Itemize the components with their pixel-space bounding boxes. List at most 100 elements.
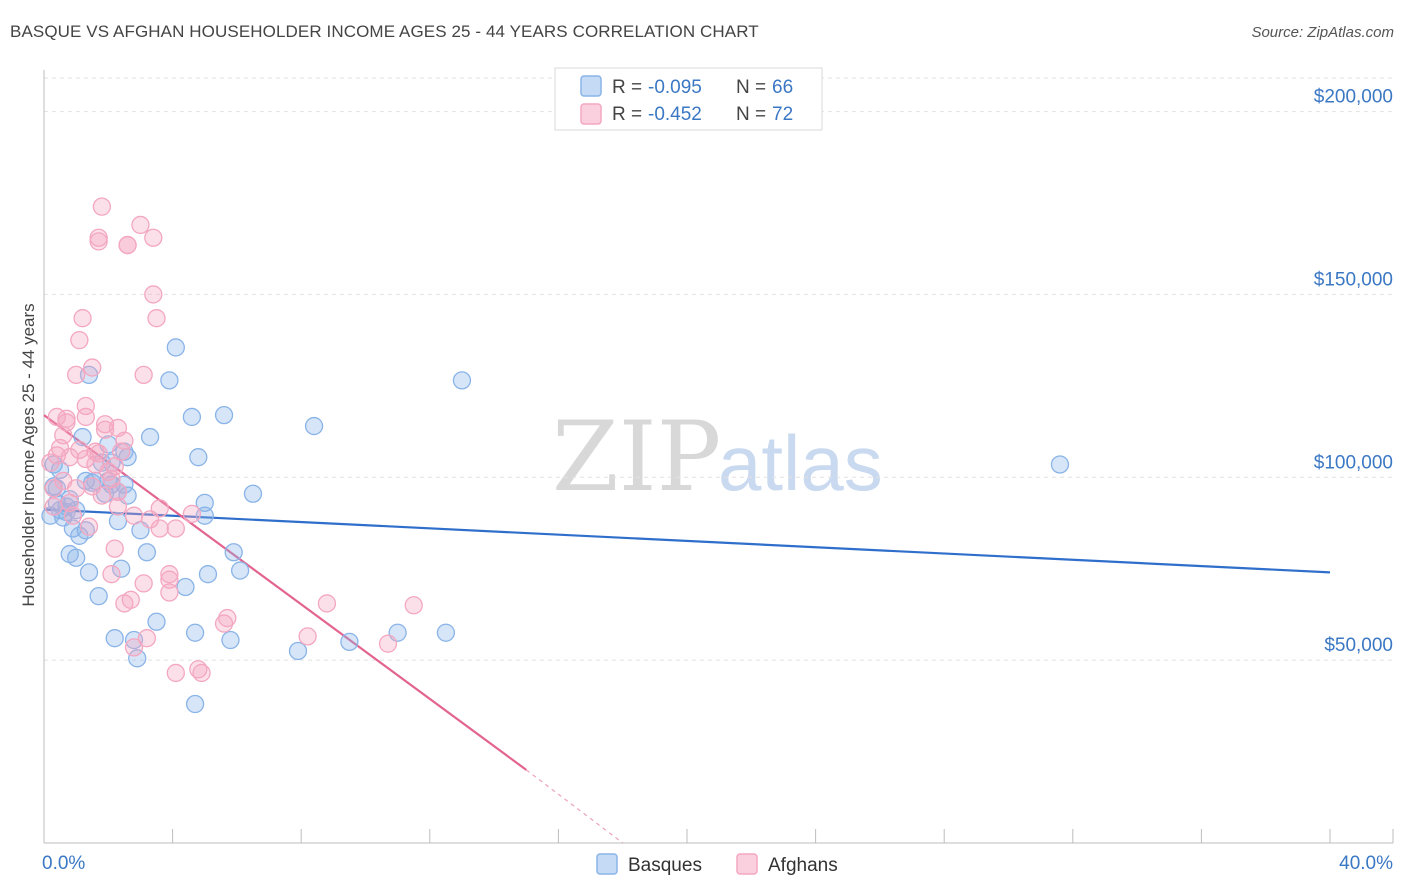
afghans-point <box>160 570 179 589</box>
afghans-point <box>150 519 169 538</box>
afghans-point <box>67 365 86 385</box>
basques-point <box>108 512 128 531</box>
afghans-point <box>70 440 89 460</box>
afghans-point <box>124 638 144 657</box>
basques-point <box>182 407 202 427</box>
basques-point <box>195 493 214 513</box>
afghans-point <box>218 608 237 628</box>
basques-point <box>176 577 195 597</box>
basques-point <box>140 427 160 447</box>
basques-point <box>128 649 147 668</box>
afghans-point <box>131 215 150 235</box>
basques-point <box>288 641 308 661</box>
basques-point <box>89 586 108 606</box>
afghans-point <box>144 285 163 304</box>
basques-point <box>67 501 86 520</box>
afghans-point <box>112 442 131 461</box>
afghans-point <box>118 235 137 255</box>
afghans-point <box>63 506 83 525</box>
afghans-point <box>92 486 112 505</box>
afghans-point <box>317 594 337 613</box>
afghans-point <box>166 663 185 683</box>
afghans-point <box>298 627 317 646</box>
basques-point <box>166 338 185 357</box>
afghans-point <box>115 431 134 450</box>
basques-point <box>340 632 359 652</box>
afghans-point <box>134 365 153 385</box>
afghans-point <box>73 309 92 328</box>
afghans-point <box>182 504 202 524</box>
watermark-zip: ZIP <box>552 401 721 513</box>
basques-point <box>436 623 456 642</box>
basques-point <box>185 694 205 714</box>
stats-r-basques: -0.095 <box>648 77 702 98</box>
legend-afghans-swatch <box>736 853 758 875</box>
basques-point <box>67 548 86 567</box>
afghans-point <box>86 442 105 461</box>
afghans-point <box>41 453 60 472</box>
afghans-point <box>102 565 121 584</box>
basques-point <box>224 543 243 562</box>
afghans-point <box>192 663 211 683</box>
series-afghans <box>41 197 423 683</box>
x-tick-max: 40.0% <box>1339 853 1393 874</box>
afghans-point <box>79 517 99 536</box>
basques-point <box>112 559 131 578</box>
basques-point <box>1050 455 1070 474</box>
stats-n-label-afghans: N = <box>736 104 766 125</box>
afghans-point <box>160 583 179 602</box>
trend-lines <box>43 414 1331 844</box>
afghans-point <box>83 358 102 377</box>
afghans-point <box>108 497 128 516</box>
y-tick-label-2: $150,000 <box>1314 269 1393 290</box>
y-tick-label-1: $100,000 <box>1314 452 1393 473</box>
legend-afghans-label: Afghans <box>768 855 838 876</box>
stats-r-label-afghans: R = <box>612 104 642 125</box>
afghans-trend-extension <box>525 769 624 844</box>
series-legend: Basques Afghans <box>596 853 838 876</box>
afghans-point <box>124 506 144 525</box>
basques-point <box>50 460 70 480</box>
afghans-point <box>57 413 76 432</box>
afghans-point <box>108 482 128 502</box>
y-tick-label-3: $200,000 <box>1314 87 1393 108</box>
afghans-point <box>70 330 89 350</box>
y-axis-label: Householder Income Ages 25 - 44 years <box>19 303 38 606</box>
basques-point <box>105 629 124 648</box>
basques-point <box>79 563 99 582</box>
legend-basques-label: Basques <box>628 855 702 876</box>
afghans-point <box>92 197 112 216</box>
watermark-atlas: atlas <box>718 419 883 507</box>
data-points <box>41 197 1070 714</box>
basques-point <box>160 371 179 390</box>
stats-n-afghans: 72 <box>772 104 793 125</box>
basques-point <box>185 623 205 642</box>
afghans-point <box>76 396 95 416</box>
stats-r-afghans: -0.452 <box>648 104 702 125</box>
basques-point <box>214 405 234 425</box>
afghans-point <box>137 629 157 648</box>
x-tick-min: 0.0% <box>42 853 85 874</box>
afghans-point <box>214 614 234 633</box>
stats-legend-afghans-swatch <box>580 103 602 125</box>
stats-r-label-basques: R = <box>612 77 642 98</box>
afghans-point <box>60 448 79 467</box>
y-tick-label-0: $50,000 <box>1324 635 1393 656</box>
gridlines: $50,000 $100,000 $150,000 $200,000 <box>44 77 1393 661</box>
afghans-point <box>44 497 63 516</box>
afghans-point <box>166 519 185 538</box>
afghans-point <box>404 596 423 615</box>
afghans-point <box>144 228 163 247</box>
basques-point <box>243 484 263 503</box>
afghans-point <box>147 309 166 328</box>
basques-point <box>189 448 208 467</box>
basques-point <box>198 565 218 584</box>
stats-legend: R = -0.095 N = 66 R = -0.452 N = 72 <box>554 67 823 131</box>
afghans-point <box>89 444 108 463</box>
afghans-point <box>378 634 398 653</box>
basques-point <box>137 543 157 562</box>
source-label: Source: ZipAtlas.com <box>1251 24 1394 41</box>
chart-title: BASQUE VS AFGHAN HOUSEHOLDER INCOME AGES… <box>10 22 759 41</box>
afghans-point <box>160 565 179 584</box>
